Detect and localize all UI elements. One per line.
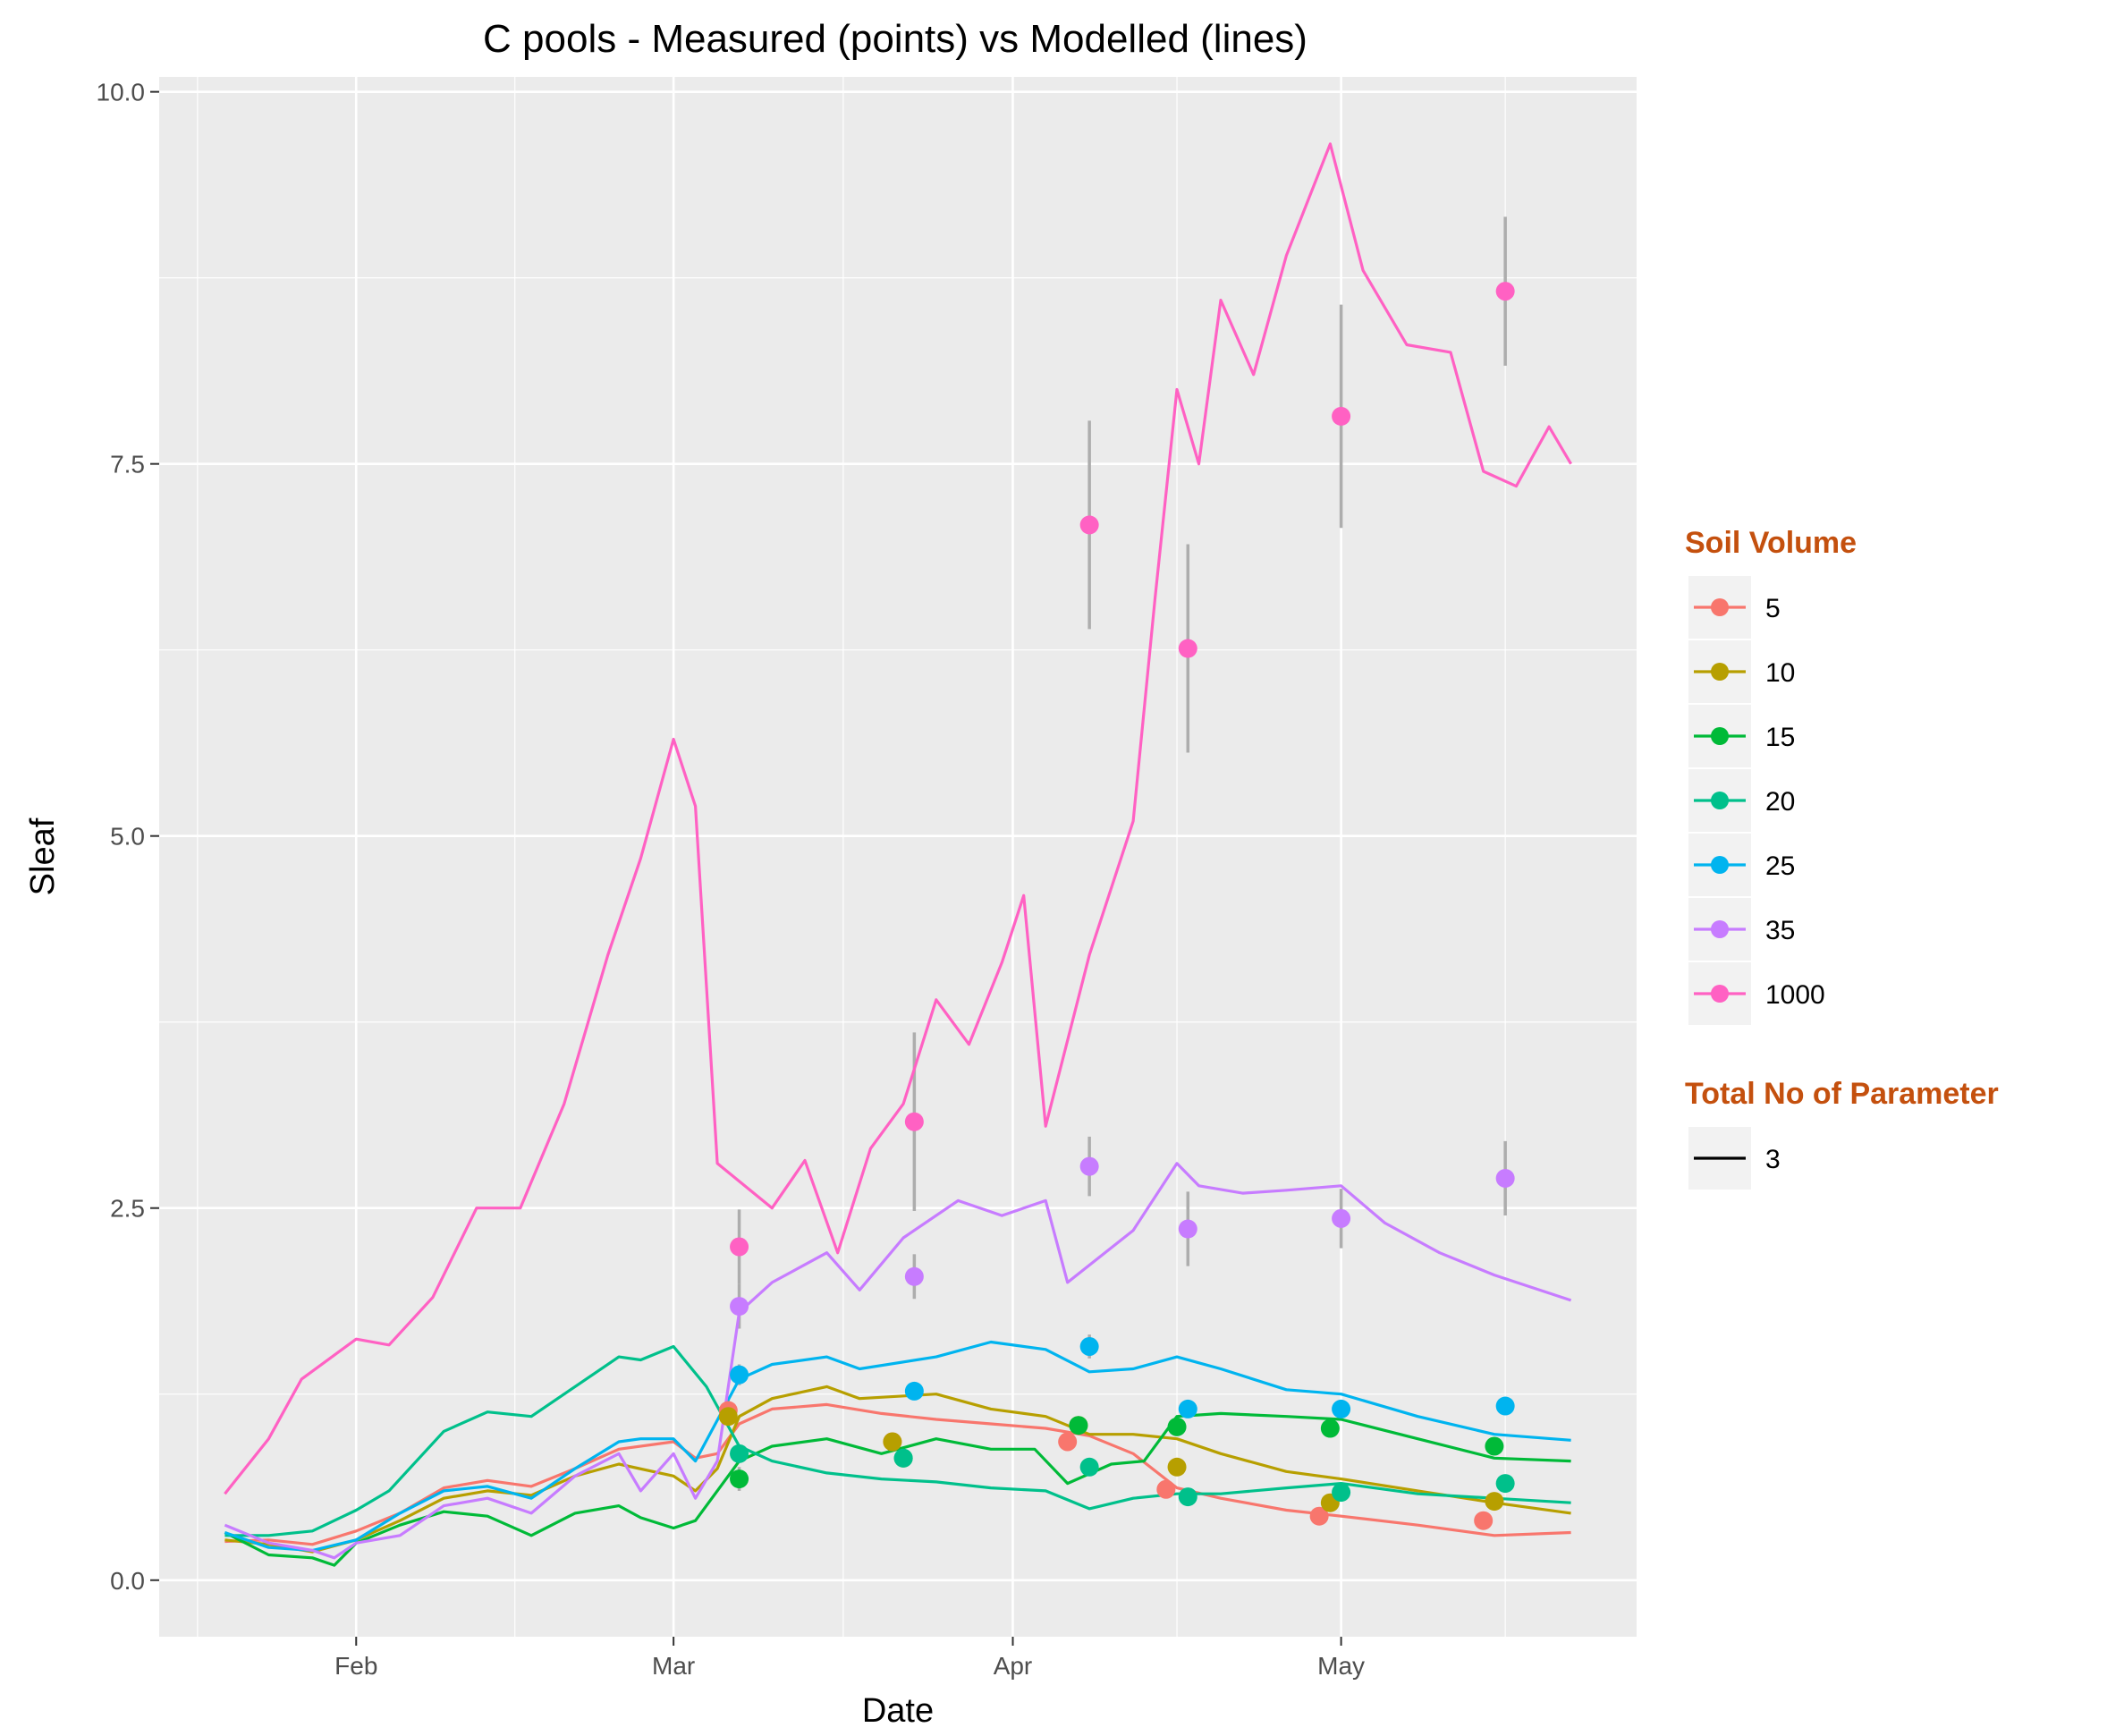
legend-label-1000: 1000	[1765, 980, 1825, 1010]
chart-title: C pools - Measured (points) vs Modelled …	[483, 17, 1307, 61]
legend-label-20: 20	[1765, 787, 1795, 817]
x-tick-label: Feb	[334, 1652, 377, 1680]
data-point-1000	[1495, 282, 1515, 301]
data-point-25	[1178, 1399, 1197, 1418]
x-tick-label: May	[1317, 1652, 1365, 1680]
data-point-35	[730, 1297, 749, 1317]
data-point-15	[730, 1469, 749, 1489]
plot-panel	[159, 77, 1637, 1637]
data-point-20	[1178, 1487, 1197, 1507]
legend-label-25: 25	[1765, 851, 1795, 881]
data-point-1000	[904, 1112, 924, 1131]
data-point-5	[1309, 1506, 1329, 1526]
data-point-5	[1474, 1511, 1494, 1530]
data-point-15	[1485, 1436, 1504, 1456]
legend-label-15: 15	[1765, 723, 1795, 752]
data-point-20	[730, 1444, 749, 1463]
series-lines	[224, 142, 1572, 1567]
data-point-5	[1156, 1479, 1176, 1499]
data-point-35	[1332, 1208, 1351, 1228]
series-line-5	[224, 1402, 1571, 1546]
legend-key-point-35	[1711, 920, 1729, 938]
data-point-20	[1495, 1474, 1515, 1494]
x-axis-label: Date	[862, 1692, 934, 1730]
series-line-1000	[224, 142, 1572, 1495]
data-point-35	[904, 1266, 924, 1286]
legend-key-point-10	[1711, 663, 1729, 681]
data-point-35	[1178, 1219, 1197, 1239]
x-tick-label: Apr	[994, 1652, 1033, 1680]
legend-key-point-25	[1711, 856, 1729, 874]
data-point-15	[1069, 1416, 1088, 1435]
series-points	[718, 282, 1515, 1530]
data-point-20	[893, 1448, 913, 1468]
data-point-1000	[1178, 639, 1197, 658]
data-point-5	[1058, 1432, 1078, 1452]
y-tick-label: 5.0	[110, 823, 145, 851]
y-tick-label: 10.0	[97, 79, 146, 106]
data-point-25	[1495, 1396, 1515, 1416]
data-point-1000	[1332, 406, 1351, 426]
legend: Soil Volume 5 10 15 20 25 35 1000 Total No of …	[1685, 526, 1999, 1190]
grid	[159, 77, 1637, 1637]
data-point-10	[1167, 1457, 1187, 1477]
legend-label-35: 35	[1765, 916, 1795, 945]
y-axis-label: Sleaf	[24, 817, 62, 895]
legend-key-point-15	[1711, 727, 1729, 745]
data-point-15	[1167, 1417, 1187, 1436]
legend-title-total-parameters: Total No of Parameter	[1685, 1077, 1999, 1111]
data-point-10	[718, 1407, 738, 1427]
legend-key-point-5	[1711, 598, 1729, 616]
y-tick-label: 0.0	[110, 1567, 145, 1595]
series-line-35	[224, 1162, 1572, 1560]
legend-label-5: 5	[1765, 594, 1781, 623]
data-point-35	[1079, 1156, 1099, 1176]
series-line-25	[224, 1340, 1571, 1553]
series-line-10	[224, 1385, 1571, 1554]
data-point-20	[1332, 1483, 1351, 1503]
legend-key-point-20	[1711, 792, 1729, 809]
data-point-1000	[1079, 515, 1099, 535]
legend-label-linetype: 3	[1765, 1145, 1781, 1174]
data-point-25	[1332, 1399, 1351, 1418]
y-tick-label: 2.5	[110, 1195, 145, 1223]
axis-ticks: 0.0 2.5 5.0 7.5 10.0 Feb Mar Apr May	[97, 79, 1366, 1680]
legend-label-10: 10	[1765, 658, 1795, 688]
data-point-10	[883, 1432, 902, 1452]
y-tick-label: 7.5	[110, 451, 145, 478]
x-tick-label: Mar	[652, 1652, 695, 1680]
data-point-10	[1485, 1492, 1504, 1512]
data-point-25	[904, 1381, 924, 1401]
data-point-15	[1320, 1418, 1340, 1438]
legend-title-soil-volume: Soil Volume	[1685, 526, 1857, 560]
data-point-25	[730, 1365, 749, 1385]
series-line-15	[224, 1411, 1571, 1567]
series-line-20	[224, 1344, 1571, 1537]
data-point-20	[1079, 1457, 1099, 1477]
data-point-25	[1079, 1336, 1099, 1356]
legend-key-point-1000	[1711, 985, 1729, 1003]
data-point-35	[1495, 1168, 1515, 1188]
data-point-1000	[730, 1237, 749, 1257]
